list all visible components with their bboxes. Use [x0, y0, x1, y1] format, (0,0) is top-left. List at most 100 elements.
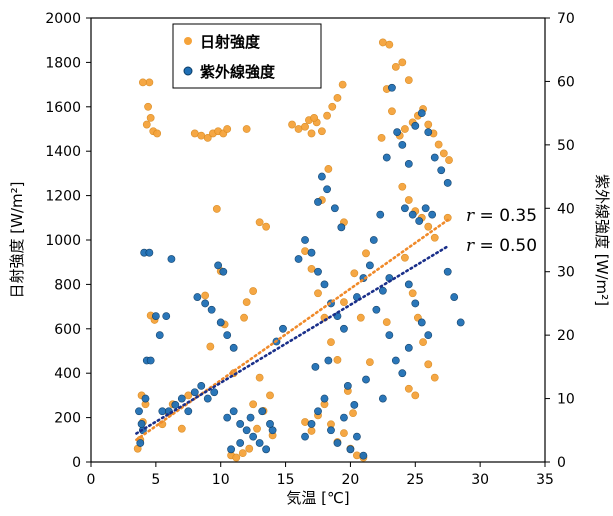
uv-point	[424, 128, 433, 137]
y-left-tick-label: 1200	[45, 189, 81, 205]
uv-point	[141, 394, 150, 403]
solar-point	[391, 62, 400, 71]
solar-point	[323, 111, 331, 120]
y-left-tick-label: 0	[72, 455, 81, 471]
trend-label-solar-symbol: r	[466, 206, 475, 226]
solar-point	[138, 78, 147, 87]
y-right-tick-label: 60	[557, 74, 575, 90]
solar-point	[255, 373, 264, 382]
legend-box	[172, 23, 322, 89]
y-right-axis-ticks: 0 10 20 30 40 50 60 70	[545, 11, 575, 471]
solar-point	[249, 287, 258, 295]
uv-point	[190, 388, 199, 397]
solar-point	[411, 391, 420, 400]
uv-point	[223, 413, 232, 422]
solar-point	[430, 233, 439, 242]
uv-point	[136, 439, 145, 447]
uv-point	[307, 248, 316, 257]
trend-label-uv-symbol: r	[466, 236, 475, 256]
uv-point	[135, 407, 143, 416]
solar-point	[385, 40, 394, 49]
uv-point	[158, 407, 167, 416]
uv-point	[242, 426, 251, 435]
solar-point	[288, 120, 296, 129]
solar-point	[353, 451, 361, 460]
solar-point	[184, 391, 193, 400]
solar-point	[301, 247, 309, 255]
uv-point	[320, 394, 329, 403]
solar-point	[356, 313, 365, 322]
uv-point	[167, 255, 176, 263]
uv-point	[340, 413, 348, 422]
uv-point	[307, 420, 316, 428]
uv-point	[346, 445, 355, 454]
uv-point	[227, 445, 235, 454]
solar-point	[362, 249, 370, 258]
solar-point	[238, 449, 247, 458]
uv-point	[323, 185, 331, 194]
solar-point	[307, 427, 316, 435]
uv-point	[146, 356, 155, 365]
solar-point	[333, 355, 342, 364]
solar-point	[212, 205, 221, 213]
solar-point	[398, 58, 407, 67]
solar-point	[445, 156, 453, 164]
y-right-tick-label: 30	[557, 265, 575, 281]
x-tick-label: 20	[342, 472, 360, 488]
uv-point	[311, 362, 320, 371]
solar-point	[430, 373, 439, 382]
uv-point	[417, 109, 426, 118]
solar-point	[333, 94, 342, 102]
solar-point	[424, 222, 433, 231]
y-left-axis-title: 日射強度 [W/m²]	[8, 182, 26, 299]
uv-point	[262, 445, 271, 454]
solar-point	[190, 129, 199, 138]
uv-point	[430, 153, 439, 162]
uv-point	[450, 293, 459, 301]
x-axis-title: 気温 [℃]	[286, 489, 349, 507]
solar-point	[144, 102, 152, 111]
uv-point	[294, 255, 303, 263]
uv-point	[456, 318, 465, 327]
legend-label-solar: 日射強度	[200, 33, 261, 51]
uv-point	[229, 343, 238, 352]
uv-point	[404, 159, 413, 168]
uv-point	[301, 236, 309, 244]
uv-point	[255, 439, 264, 447]
uv-point	[376, 210, 385, 219]
uv-point	[415, 217, 424, 225]
trend-label-solar-value: = 0.35	[474, 206, 537, 226]
uv-point	[207, 305, 216, 314]
uv-point	[266, 420, 274, 428]
trend-lines	[135, 218, 450, 442]
uv-point	[314, 407, 322, 416]
y-right-tick-label: 0	[557, 455, 566, 471]
uv-point	[145, 248, 154, 257]
uv-point	[382, 153, 391, 162]
uv-point	[214, 261, 223, 270]
trend-line-uv	[135, 245, 450, 435]
solar-point	[419, 338, 427, 347]
trend-label-solar: r = 0.35	[466, 206, 537, 226]
solar-point	[434, 140, 443, 149]
uv-point	[369, 236, 378, 244]
solar-point	[145, 78, 154, 87]
solar-point	[223, 125, 232, 133]
uv-point	[411, 299, 420, 308]
uv-point	[320, 280, 329, 289]
uv-point	[246, 413, 255, 422]
solar-point	[245, 444, 254, 453]
uv-point	[398, 369, 407, 378]
solar-point	[242, 125, 251, 133]
uv-point	[279, 324, 287, 333]
solar-point	[142, 120, 151, 129]
solar-point	[401, 253, 409, 262]
uv-point	[301, 432, 309, 441]
solar-point	[153, 129, 162, 138]
x-axis-ticks: 0 5 10 15 20 25 30 35	[87, 462, 554, 488]
solar-point	[249, 400, 258, 409]
uv-point	[340, 324, 348, 333]
solar-point	[365, 358, 374, 366]
solar-point	[242, 298, 251, 307]
